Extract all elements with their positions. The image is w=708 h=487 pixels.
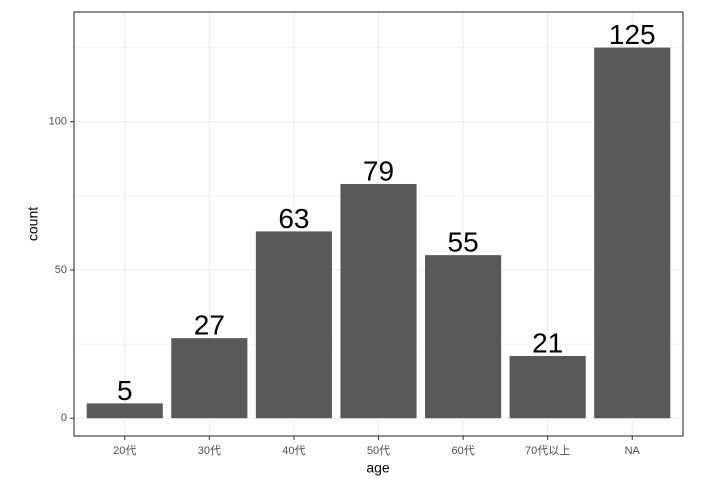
value-label: 5: [117, 375, 133, 406]
value-label: 21: [532, 327, 563, 358]
bar: [509, 355, 586, 419]
panel-border: [73, 11, 684, 437]
value-label: 27: [194, 310, 225, 341]
bar: [86, 403, 163, 419]
x-tick-label: 20代: [113, 444, 136, 457]
x-tick-label: 70代以上: [525, 444, 570, 457]
bar: [171, 338, 248, 419]
x-tick-label: 50代: [367, 444, 390, 457]
x-axis-title: age: [366, 460, 390, 476]
x-tick-label: NA: [625, 445, 641, 457]
x-tick-label: 60代: [451, 444, 474, 457]
bar: [425, 255, 502, 419]
x-tick-label: 40代: [282, 444, 305, 457]
value-label: 125: [609, 19, 656, 50]
value-label: 63: [278, 203, 309, 234]
y-axis-title: count: [25, 207, 41, 241]
bar: [340, 183, 417, 419]
y-tick-label: 50: [55, 264, 67, 276]
x-tick-label: 30代: [198, 444, 221, 457]
value-label: 55: [448, 227, 479, 258]
bar: [255, 231, 332, 419]
y-tick-label: 100: [49, 116, 67, 128]
value-label: 79: [363, 155, 394, 186]
bar: [594, 47, 671, 419]
y-tick-label: 0: [61, 412, 67, 424]
